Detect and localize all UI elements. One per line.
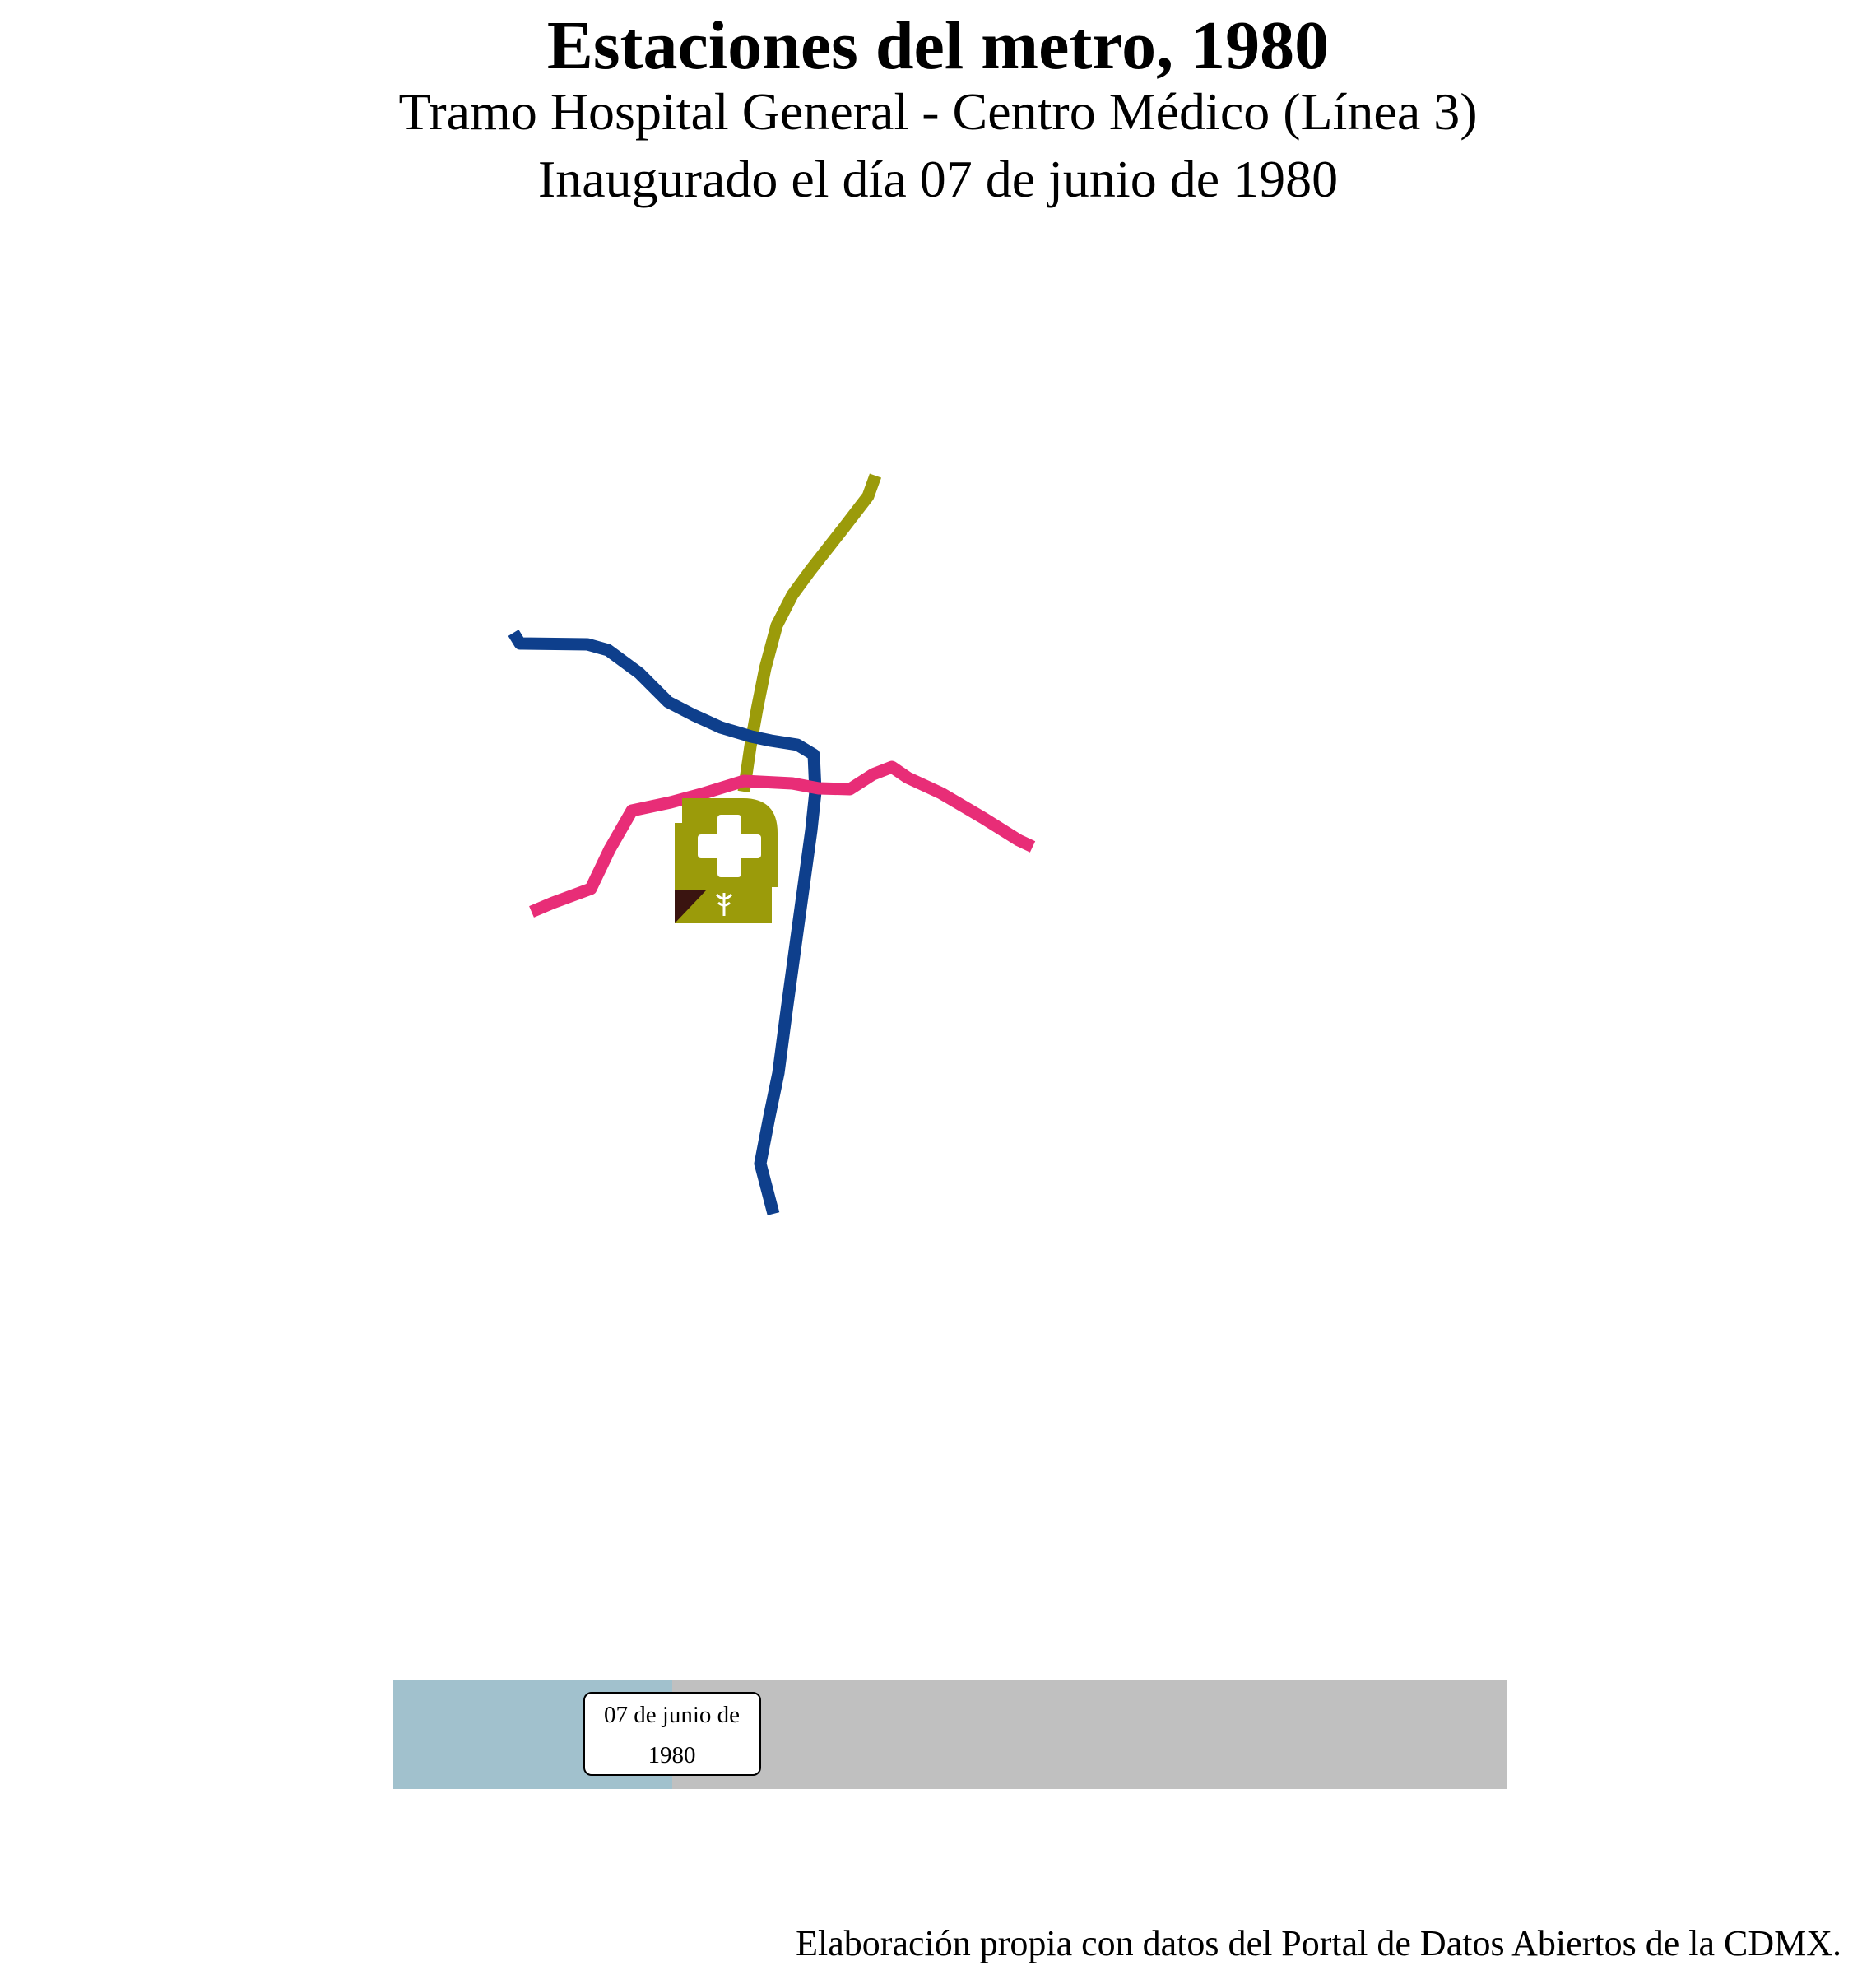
timeline-bar: 07 de junio de 1980 [393, 1680, 1507, 1789]
metro-line-2 [508, 630, 822, 1215]
metro-line-1 [529, 760, 1036, 918]
hospital-general-icon[interactable] [682, 798, 778, 887]
map-subtitle-segment: Tramo Hospital General - Centro Médico (… [398, 82, 1478, 141]
timeline-date-label: 07 de junio de 1980 [583, 1692, 761, 1776]
timeline-date-line2: 1980 [648, 1742, 696, 1768]
map-subtitle-date: Inaugurado el día 07 de junio de 1980 [537, 150, 1339, 208]
source-caption: Elaboración propia con datos del Portal … [796, 1923, 1841, 1963]
map-title: Estaciones del metro, 1980 [546, 7, 1330, 84]
metro-lines [508, 473, 1036, 1215]
timeline-date-line1: 07 de junio de [603, 1702, 741, 1728]
caduceus-icon [715, 893, 733, 916]
metro-line-3 [737, 473, 882, 793]
cross-icon [698, 815, 761, 877]
